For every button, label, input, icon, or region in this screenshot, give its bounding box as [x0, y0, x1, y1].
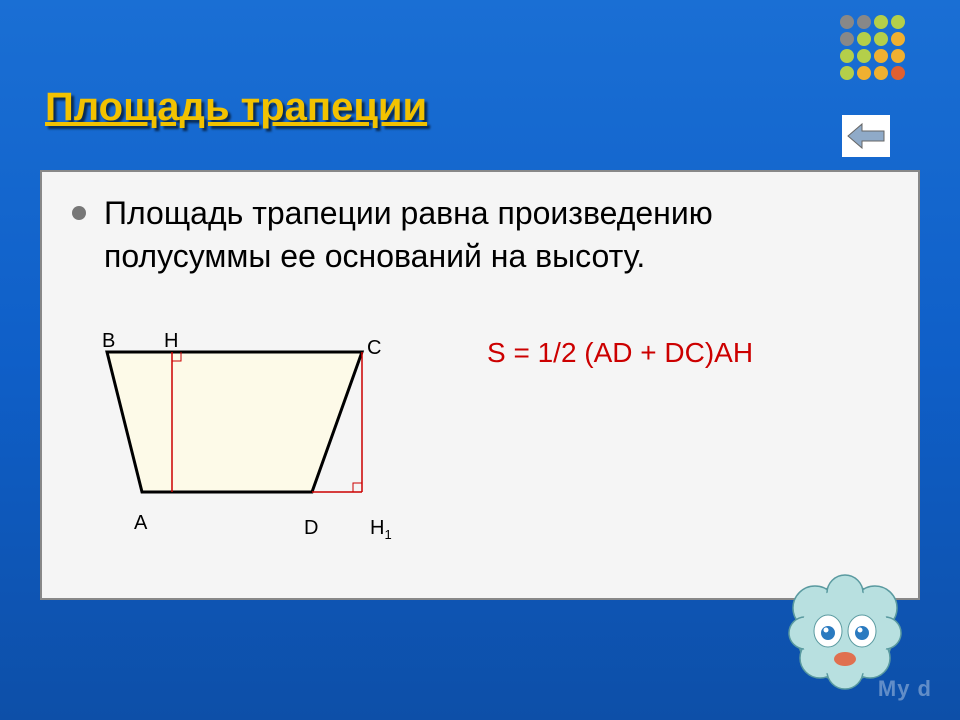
vertex-label-c: C	[367, 337, 381, 360]
content-panel: Площадь трапеции равна произведению полу…	[40, 170, 920, 600]
vertex-label-a: A	[134, 512, 147, 535]
area-formula: S = 1/2 (AD + DC)AH	[487, 337, 753, 369]
vertex-label-h: H	[164, 330, 178, 353]
theorem-text: Площадь трапеции равна произведению полу…	[104, 192, 888, 278]
watermark: My d	[878, 676, 932, 702]
bullet-item: Площадь трапеции равна произведению полу…	[42, 172, 918, 288]
bullet-dot-icon	[72, 206, 86, 220]
vertex-label-b: B	[102, 330, 115, 353]
dots-logo	[835, 10, 925, 105]
trapezoid-diagram: B H C A D H1	[72, 312, 432, 562]
vertex-label-h1: H1	[370, 517, 392, 542]
back-button[interactable]	[842, 115, 890, 157]
vertex-label-d: D	[304, 517, 318, 540]
slide-title: Площадь трапеции	[45, 85, 427, 130]
